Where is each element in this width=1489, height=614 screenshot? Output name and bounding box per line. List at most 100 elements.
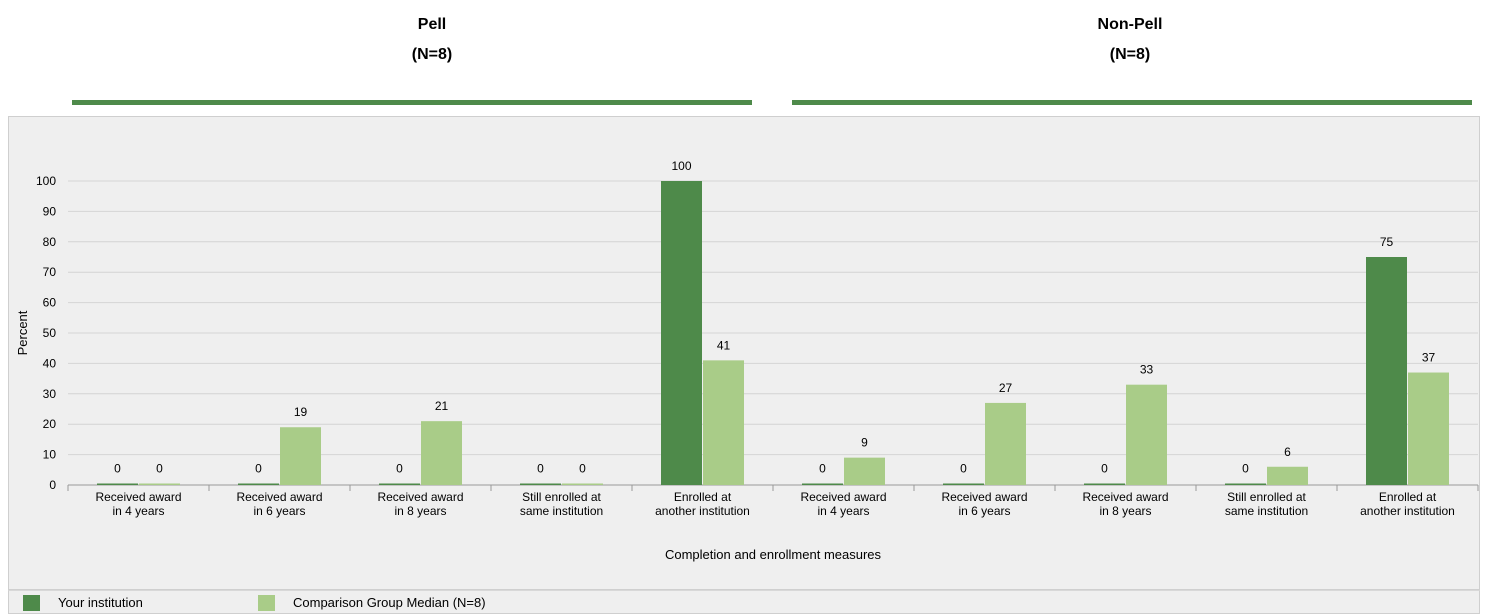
data-label: 21 — [435, 399, 449, 413]
data-label: 0 — [537, 462, 544, 476]
data-label: 41 — [717, 338, 731, 352]
x-axis-title: Completion and enrollment measures — [665, 547, 882, 562]
bar-your-institution — [1366, 257, 1407, 485]
group-underline-pell — [72, 100, 752, 105]
category-label-line: same institution — [520, 504, 603, 518]
bar-comparison — [421, 421, 462, 485]
data-label: 0 — [396, 462, 403, 476]
data-label: 9 — [861, 436, 868, 450]
y-tick-label: 50 — [43, 326, 57, 340]
category-label-line: Received award — [377, 490, 463, 504]
bar-your-institution — [520, 483, 561, 485]
bar-comparison — [1267, 466, 1308, 485]
y-tick-label: 10 — [43, 448, 57, 462]
y-tick-label: 40 — [43, 356, 57, 370]
legend-swatch-comparison — [258, 595, 275, 611]
data-label: 33 — [1140, 363, 1154, 377]
bar-your-institution — [97, 483, 138, 485]
category-label-line: Enrolled at — [674, 490, 732, 504]
legend-item-your-institution: Your institution — [23, 595, 143, 611]
bar-comparison — [1408, 372, 1449, 485]
group-title: Pell — [417, 16, 447, 33]
bar-your-institution — [802, 483, 843, 485]
category-label-line: in 6 years — [253, 504, 305, 518]
x-category-label: Received award in 8 years — [377, 490, 463, 518]
bar-comparison — [280, 427, 321, 485]
data-label: 19 — [294, 405, 308, 419]
bar-comparison — [985, 402, 1026, 485]
legend-item-comparison: Comparison Group Median (N=8) — [258, 595, 486, 611]
bar-your-institution — [1084, 483, 1125, 485]
category-label-line: another institution — [655, 504, 750, 518]
data-label: 0 — [114, 462, 121, 476]
data-label: 0 — [255, 462, 262, 476]
y-axis-title: Percent — [15, 310, 30, 355]
legend-label: Your institution — [58, 595, 143, 610]
data-label: 0 — [819, 462, 826, 476]
bar-comparison — [139, 483, 180, 485]
category-label-line: Still enrolled at — [522, 490, 601, 504]
legend-label: Comparison Group Median (N=8) — [293, 595, 486, 610]
data-label: 0 — [579, 462, 586, 476]
data-label: 27 — [999, 381, 1013, 395]
x-category-label: Enrolled at another institution — [655, 490, 750, 518]
y-tick-label: 70 — [43, 265, 57, 279]
data-label: 37 — [1422, 351, 1436, 365]
group-underline-non-pell — [792, 100, 1472, 105]
y-tick-label: 30 — [43, 387, 57, 401]
bar-your-institution — [943, 483, 984, 485]
bar-comparison — [562, 483, 603, 485]
category-label-line: Still enrolled at — [1227, 490, 1306, 504]
bar-your-institution — [238, 483, 279, 485]
data-label: 0 — [156, 462, 163, 476]
category-label-line: in 8 years — [394, 504, 446, 518]
y-tick-label: 90 — [43, 204, 57, 218]
x-category-label: Still enrolled at same institution — [1225, 490, 1308, 518]
x-category-label: Received award in 6 years — [236, 490, 322, 518]
legend-swatch-your-institution — [23, 595, 40, 611]
bar-comparison — [844, 457, 885, 485]
category-label-line: same institution — [1225, 504, 1308, 518]
group-header-pell: Pell (N=8) — [312, 10, 552, 70]
bar-comparison — [1126, 384, 1167, 485]
y-tick-label: 0 — [49, 478, 56, 492]
category-label-line: in 6 years — [958, 504, 1010, 518]
data-label: 75 — [1380, 235, 1394, 249]
category-label-line: Enrolled at — [1379, 490, 1437, 504]
y-tick-label: 20 — [43, 417, 57, 431]
x-category-label: Enrolled at another institution — [1360, 490, 1455, 518]
bar-your-institution — [1225, 483, 1266, 485]
x-category-label: Received award in 8 years — [1082, 490, 1168, 518]
category-label-line: Received award — [1082, 490, 1168, 504]
data-label: 0 — [960, 462, 967, 476]
group-subtitle: (N=8) — [1109, 46, 1151, 63]
category-label-line: in 8 years — [1099, 504, 1151, 518]
data-label: 6 — [1284, 445, 1291, 459]
category-label-line: Received award — [236, 490, 322, 504]
group-title: Non-Pell — [1097, 16, 1163, 33]
category-label-line: Received award — [800, 490, 886, 504]
group-subtitle: (N=8) — [411, 46, 453, 63]
category-label-line: Received award — [95, 490, 181, 504]
category-label-line: in 4 years — [112, 504, 164, 518]
x-category-label: Received award in 4 years — [95, 490, 181, 518]
group-header-non-pell: Non-Pell (N=8) — [1010, 10, 1250, 70]
category-label-line: Received award — [941, 490, 1027, 504]
bar-your-institution — [661, 181, 702, 485]
category-label-line: in 4 years — [817, 504, 869, 518]
y-tick-label: 100 — [36, 174, 56, 188]
x-category-label: Still enrolled at same institution — [520, 490, 603, 518]
bar-comparison — [703, 360, 744, 485]
bar-your-institution — [379, 483, 420, 485]
chart-panel — [8, 116, 1480, 590]
data-label: 0 — [1242, 462, 1249, 476]
x-category-label: Received award in 6 years — [941, 490, 1027, 518]
y-tick-label: 80 — [43, 235, 57, 249]
y-tick-label: 60 — [43, 296, 57, 310]
data-label: 100 — [671, 159, 691, 173]
data-label: 0 — [1101, 462, 1108, 476]
legend: Your institution Comparison Group Median… — [8, 590, 1480, 614]
x-category-label: Received award in 4 years — [800, 490, 886, 518]
category-label-line: another institution — [1360, 504, 1455, 518]
